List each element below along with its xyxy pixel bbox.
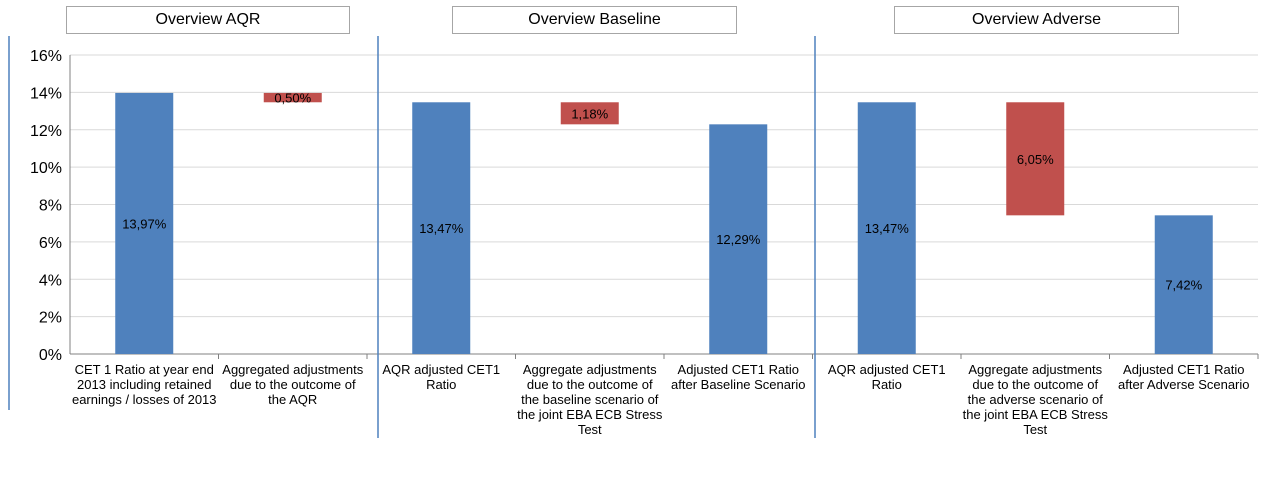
x-category-label: CET 1 Ratio at year end 2013 including r… xyxy=(71,362,217,407)
data-label: 6,05% xyxy=(1017,152,1054,167)
header-overview-adverse: Overview Adverse xyxy=(894,6,1179,34)
data-label: 12,29% xyxy=(716,232,761,247)
y-tick-label: 12% xyxy=(30,123,62,140)
x-category-label: Adjusted CET1 Ratio after Baseline Scena… xyxy=(671,362,806,392)
x-category-label: AQR adjusted CET1 Ratio xyxy=(827,362,946,392)
data-label: 13,97% xyxy=(122,216,167,231)
bar xyxy=(560,102,619,125)
header-overview-aqr: Overview AQR xyxy=(66,6,350,34)
bar xyxy=(1154,215,1213,354)
y-tick-label: 16% xyxy=(30,48,62,65)
data-label: 0,50% xyxy=(274,91,311,106)
y-tick-label: 10% xyxy=(30,160,62,177)
y-tick-label: 6% xyxy=(39,235,62,252)
bar xyxy=(115,92,174,355)
data-label: 13,47% xyxy=(865,221,910,236)
x-category-label: Aggregate adjustments due to the outcome… xyxy=(962,362,1108,437)
bar xyxy=(412,102,471,354)
x-category-label: Adjusted CET1 Ratio after Adverse Scenar… xyxy=(1117,362,1250,392)
bar xyxy=(263,92,322,103)
bar xyxy=(857,102,916,354)
y-tick-label: 0% xyxy=(39,347,62,364)
data-label: 1,18% xyxy=(571,106,608,121)
header-overview-baseline: Overview Baseline xyxy=(452,6,737,34)
x-category-label: Aggregate adjustments due to the outcome… xyxy=(517,362,663,437)
bar xyxy=(1006,102,1065,216)
y-tick-label: 8% xyxy=(39,198,62,215)
bar xyxy=(709,124,768,354)
y-tick-label: 2% xyxy=(39,310,62,327)
y-tick-label: 14% xyxy=(30,85,62,102)
x-category-label: Aggregated adjustments due to the outcom… xyxy=(222,362,364,407)
data-label: 7,42% xyxy=(1165,278,1202,293)
data-label: 13,47% xyxy=(419,221,464,236)
x-category-label: AQR adjusted CET1 Ratio xyxy=(382,362,501,392)
y-tick-label: 4% xyxy=(39,272,62,289)
